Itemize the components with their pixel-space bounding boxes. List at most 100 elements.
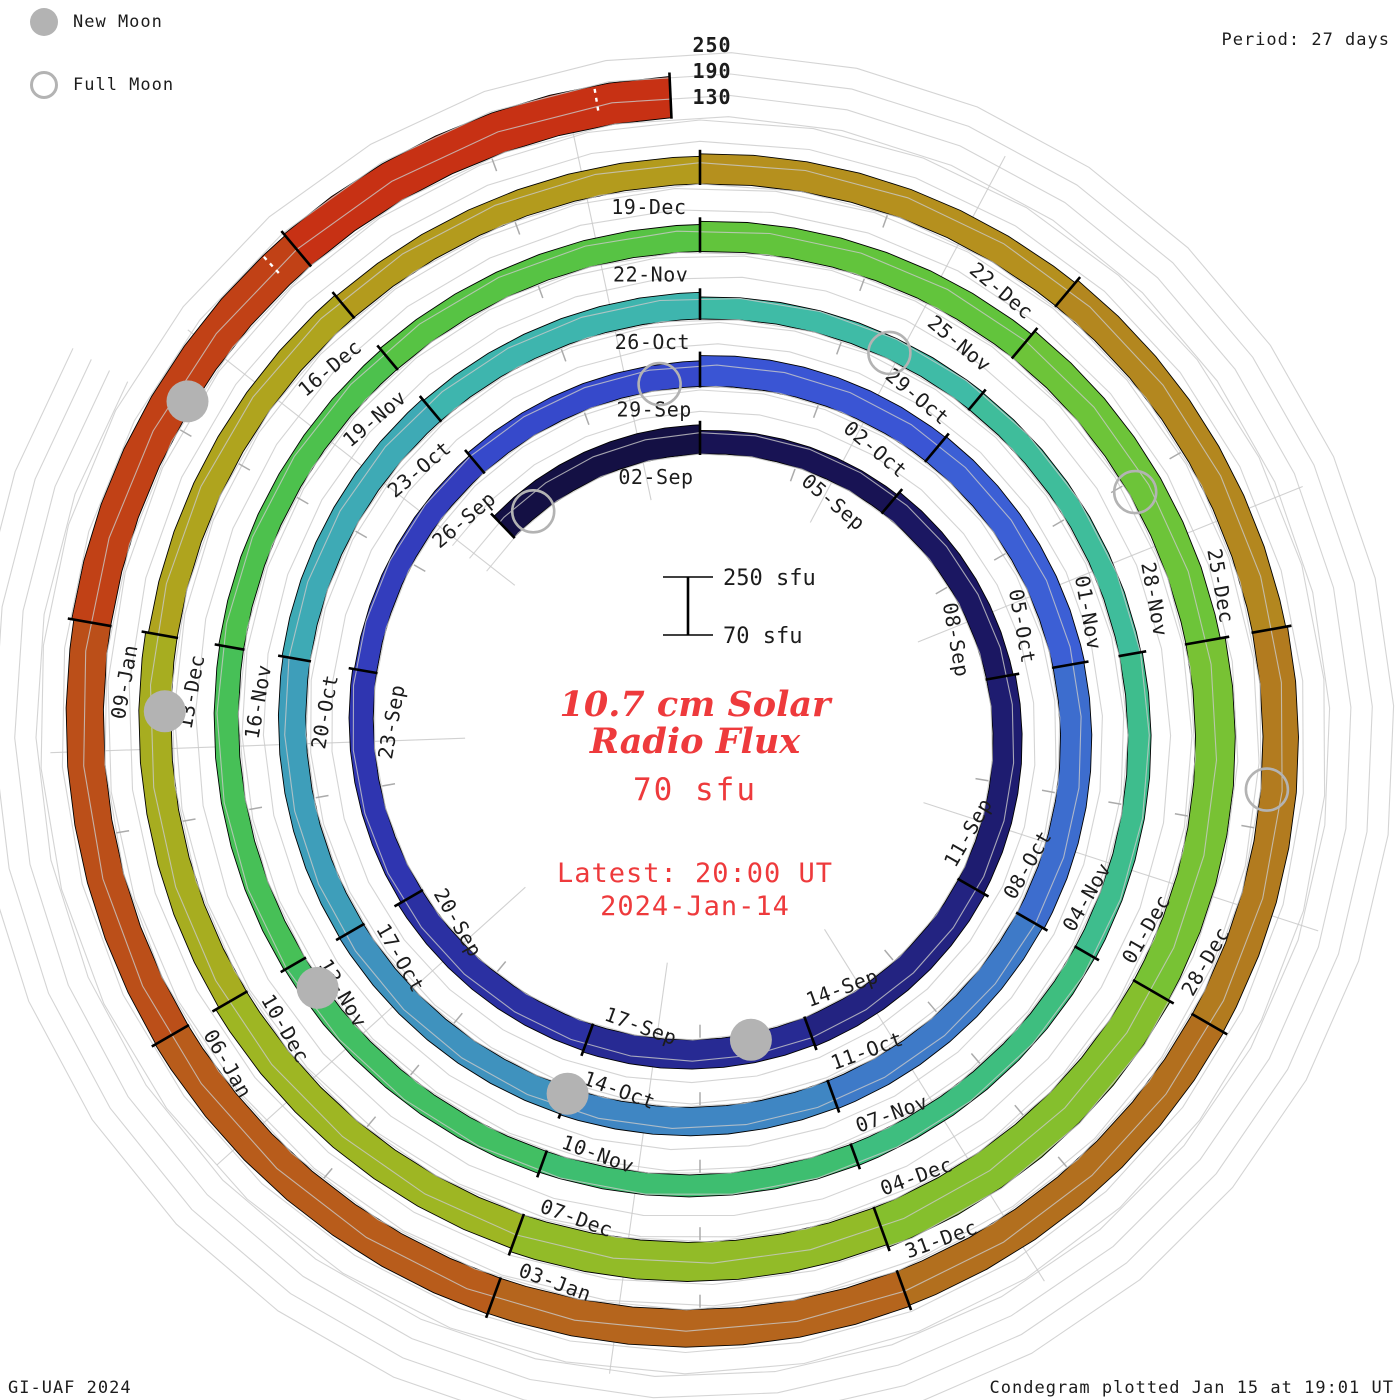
mid-tick: [182, 818, 196, 822]
segment-divider: [1190, 1012, 1228, 1036]
mid-tick: [560, 348, 567, 362]
mid-tick: [882, 215, 889, 228]
date-label: 20-Oct: [306, 673, 343, 751]
radial-gridline: [216, 886, 526, 1166]
mid-tick: [935, 586, 948, 595]
segment-divider: [880, 488, 904, 515]
mid-tick: [514, 222, 521, 235]
radial-gridline: [564, 94, 652, 501]
mid-tick: [1041, 789, 1055, 794]
segment-divider: [280, 230, 313, 268]
segment-divider: [668, 72, 673, 119]
full-moon-marker: [1112, 469, 1158, 515]
tip-dash: [593, 86, 600, 111]
segment-divider: [1184, 635, 1230, 646]
segment-divider: [348, 666, 378, 675]
segment-divider: [1051, 660, 1089, 670]
new-moon-marker: [729, 1018, 772, 1061]
date-label: 02-Sep: [618, 465, 693, 489]
segment-divider: [280, 956, 307, 974]
new-moon-marker: [546, 1072, 589, 1115]
mid-tick: [1057, 1156, 1068, 1168]
flux-segment: [154, 1024, 501, 1315]
latest-date-label: 2024-Jan-14: [600, 891, 790, 922]
radial-gridline: [50, 737, 466, 754]
chart-title-line2: Radio Flux: [589, 721, 801, 762]
new-moon-marker: [166, 380, 209, 423]
mid-tick: [1241, 824, 1255, 829]
mid-tick: [583, 412, 590, 426]
latest-time-label: Latest: 20:00 UT: [556, 858, 834, 889]
segment-divider: [956, 877, 990, 898]
segment-divider: [211, 990, 249, 1013]
segment-divider: [151, 1023, 190, 1048]
segment-divider: [1054, 276, 1082, 308]
mid-tick: [927, 1001, 937, 1013]
mid-tick: [975, 777, 989, 782]
mid-tick: [970, 1053, 981, 1064]
mid-tick: [537, 285, 544, 299]
segment-divider: [507, 1213, 526, 1256]
mid-tick: [859, 278, 866, 292]
segment-divider: [393, 888, 424, 908]
mid-tick: [453, 1012, 463, 1024]
mid-tick: [1014, 1104, 1024, 1116]
full-moon-icon: [30, 71, 58, 99]
segment-divider: [580, 1023, 595, 1057]
mid-tick: [496, 961, 507, 972]
segment-divider: [484, 1276, 503, 1319]
full-moon-marker: [867, 330, 912, 376]
date-label: 29-Sep: [617, 398, 692, 422]
spiral-gridline: [0, 52, 1395, 1400]
segment-divider: [535, 1150, 549, 1178]
mid-tick: [296, 496, 309, 505]
segment-divider: [1010, 327, 1039, 360]
full-moon-marker: [510, 488, 556, 534]
new-moon-marker: [296, 966, 339, 1009]
mid-tick: [366, 1116, 377, 1128]
mid-tick: [835, 341, 842, 355]
radial-axis-250: 250: [692, 33, 732, 57]
mid-tick: [884, 949, 894, 961]
date-label: 26-Oct: [615, 330, 690, 354]
date-label: 19-Dec: [611, 195, 686, 219]
mid-tick: [1052, 519, 1065, 528]
tip-dash: [261, 254, 280, 274]
segment-divider: [1118, 650, 1147, 658]
chart-title-line1: 10.7 cm Solar: [559, 684, 831, 725]
segment-divider: [1015, 911, 1049, 932]
segment-divider: [335, 922, 366, 942]
segment-divider: [967, 388, 987, 412]
new-moon-icon: [30, 8, 58, 36]
scale-bar-min-label: 70 sfu: [723, 624, 802, 649]
new-moon-marker: [143, 690, 186, 733]
mid-tick: [116, 829, 130, 834]
segment-divider: [1073, 945, 1100, 962]
center-text-block: 10.7 cm Solar Radio Flux 70 sfu Latest: …: [400, 686, 990, 922]
mid-tick: [249, 806, 263, 811]
radial-axis-labels: 250 190 130: [642, 32, 782, 110]
date-label: 22-Nov: [613, 263, 688, 287]
segment-divider: [464, 449, 486, 475]
date-label: 09-Jan: [106, 643, 143, 721]
mid-tick: [1108, 801, 1122, 806]
mid-tick: [1169, 451, 1182, 460]
segment-divider: [895, 1269, 913, 1311]
mid-tick: [993, 552, 1006, 561]
scale-bar: 250 sfu 70 sfu: [663, 566, 816, 649]
full-moon-marker: [1244, 767, 1290, 812]
mid-tick: [238, 462, 251, 471]
credit-label: GI-UAF 2024: [8, 1378, 132, 1398]
mid-tick: [323, 1167, 333, 1179]
period-label: Period: 27 days: [1221, 30, 1390, 50]
segment-divider: [1251, 624, 1292, 635]
segment-divider: [1132, 978, 1175, 1005]
mid-tick: [382, 783, 396, 787]
radial-axis-190: 190: [692, 59, 732, 83]
mid-tick: [491, 158, 498, 172]
segment-divider: [985, 672, 1020, 681]
legend-full-moon-label: Full Moon: [73, 75, 175, 95]
mid-tick: [315, 794, 329, 799]
